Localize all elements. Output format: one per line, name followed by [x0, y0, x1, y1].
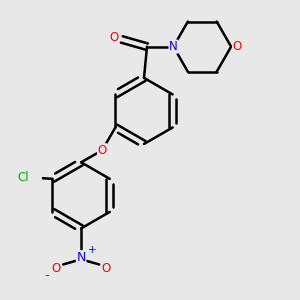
Text: -: - [44, 269, 49, 282]
Text: O: O [232, 40, 242, 53]
Text: Cl: Cl [18, 171, 29, 184]
Text: N: N [169, 40, 178, 53]
Text: O: O [102, 262, 111, 275]
Text: +: + [88, 245, 96, 255]
Text: O: O [98, 144, 107, 157]
Text: O: O [109, 31, 119, 44]
Text: O: O [51, 262, 61, 275]
Text: N: N [76, 251, 86, 264]
